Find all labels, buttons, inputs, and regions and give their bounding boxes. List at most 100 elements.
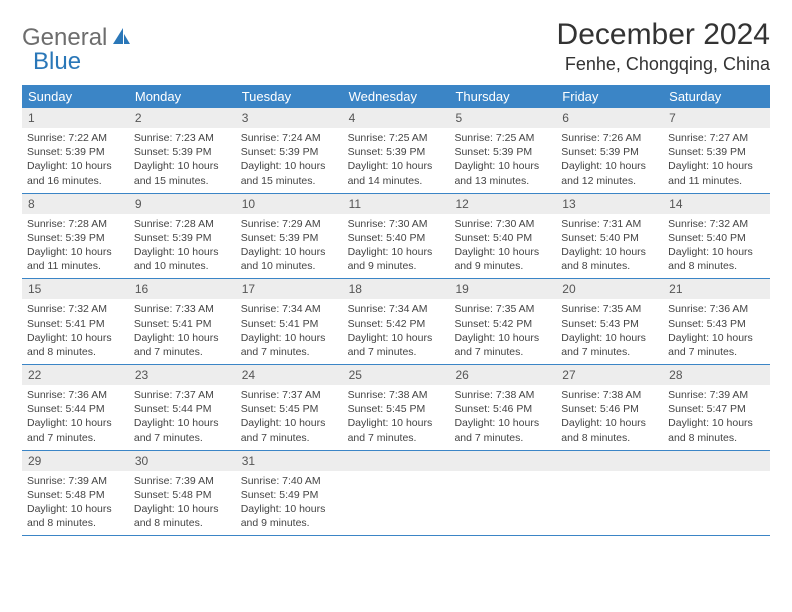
day-cell: 13Sunrise: 7:31 AMSunset: 5:40 PMDayligh… — [556, 194, 663, 279]
sunset-line: Sunset: 5:39 PM — [134, 145, 231, 159]
dow-cell: Saturday — [663, 85, 770, 108]
sunset-line: Sunset: 5:42 PM — [348, 317, 445, 331]
sunset-line: Sunset: 5:46 PM — [454, 402, 551, 416]
sunset-line: Sunset: 5:39 PM — [454, 145, 551, 159]
day-cell: 28Sunrise: 7:39 AMSunset: 5:47 PMDayligh… — [663, 365, 770, 450]
sunrise-line: Sunrise: 7:34 AM — [348, 302, 445, 316]
day-number: 17 — [236, 279, 343, 299]
day-cell: 21Sunrise: 7:36 AMSunset: 5:43 PMDayligh… — [663, 279, 770, 364]
sunset-line: Sunset: 5:39 PM — [134, 231, 231, 245]
day-number: 21 — [663, 279, 770, 299]
day-number: 19 — [449, 279, 556, 299]
sunrise-line: Sunrise: 7:39 AM — [27, 474, 124, 488]
day-cell: 16Sunrise: 7:33 AMSunset: 5:41 PMDayligh… — [129, 279, 236, 364]
sunrise-line: Sunrise: 7:25 AM — [454, 131, 551, 145]
sunrise-line: Sunrise: 7:32 AM — [668, 217, 765, 231]
day-number: . — [663, 451, 770, 471]
day-number: 30 — [129, 451, 236, 471]
day-body: Sunrise: 7:32 AMSunset: 5:40 PMDaylight:… — [663, 214, 770, 279]
day-body: Sunrise: 7:23 AMSunset: 5:39 PMDaylight:… — [129, 128, 236, 193]
day-number: 31 — [236, 451, 343, 471]
day-cell: 29Sunrise: 7:39 AMSunset: 5:48 PMDayligh… — [22, 451, 129, 536]
daylight-line: Daylight: 10 hours and 8 minutes. — [27, 331, 124, 359]
day-cell: 27Sunrise: 7:38 AMSunset: 5:46 PMDayligh… — [556, 365, 663, 450]
sunset-line: Sunset: 5:41 PM — [241, 317, 338, 331]
sunset-line: Sunset: 5:41 PM — [27, 317, 124, 331]
week-row: 1Sunrise: 7:22 AMSunset: 5:39 PMDaylight… — [22, 108, 770, 194]
day-number: 4 — [343, 108, 450, 128]
dow-cell: Wednesday — [343, 85, 450, 108]
sunset-line: Sunset: 5:40 PM — [561, 231, 658, 245]
calendar-weeks: 1Sunrise: 7:22 AMSunset: 5:39 PMDaylight… — [22, 108, 770, 536]
sunset-line: Sunset: 5:47 PM — [668, 402, 765, 416]
day-body: Sunrise: 7:24 AMSunset: 5:39 PMDaylight:… — [236, 128, 343, 193]
sunrise-line: Sunrise: 7:37 AM — [241, 388, 338, 402]
sunrise-line: Sunrise: 7:38 AM — [454, 388, 551, 402]
sunrise-line: Sunrise: 7:37 AM — [134, 388, 231, 402]
day-number: . — [449, 451, 556, 471]
sunset-line: Sunset: 5:40 PM — [668, 231, 765, 245]
sunrise-line: Sunrise: 7:36 AM — [668, 302, 765, 316]
daylight-line: Daylight: 10 hours and 15 minutes. — [134, 159, 231, 187]
daylight-line: Daylight: 10 hours and 9 minutes. — [241, 502, 338, 530]
logo-sail-icon — [111, 26, 131, 51]
daylight-line: Daylight: 10 hours and 7 minutes. — [454, 331, 551, 359]
sunrise-line: Sunrise: 7:30 AM — [348, 217, 445, 231]
sunset-line: Sunset: 5:48 PM — [134, 488, 231, 502]
daylight-line: Daylight: 10 hours and 7 minutes. — [241, 331, 338, 359]
day-number: 7 — [663, 108, 770, 128]
day-body: Sunrise: 7:36 AMSunset: 5:43 PMDaylight:… — [663, 299, 770, 364]
day-cell: 23Sunrise: 7:37 AMSunset: 5:44 PMDayligh… — [129, 365, 236, 450]
day-number: 29 — [22, 451, 129, 471]
day-cell: 18Sunrise: 7:34 AMSunset: 5:42 PMDayligh… — [343, 279, 450, 364]
day-cell: 9Sunrise: 7:28 AMSunset: 5:39 PMDaylight… — [129, 194, 236, 279]
daylight-line: Daylight: 10 hours and 15 minutes. — [241, 159, 338, 187]
day-number: 22 — [22, 365, 129, 385]
day-body: Sunrise: 7:33 AMSunset: 5:41 PMDaylight:… — [129, 299, 236, 364]
sunrise-line: Sunrise: 7:32 AM — [27, 302, 124, 316]
dow-cell: Tuesday — [236, 85, 343, 108]
day-cell: 7Sunrise: 7:27 AMSunset: 5:39 PMDaylight… — [663, 108, 770, 193]
sunrise-line: Sunrise: 7:23 AM — [134, 131, 231, 145]
sunrise-line: Sunrise: 7:38 AM — [561, 388, 658, 402]
day-cell: 17 Sunrise: 7:34 AMSunset: 5:41 PMDayligh… — [236, 279, 343, 364]
day-body: Sunrise: 7:37 AMSunset: 5:45 PMDaylight:… — [236, 385, 343, 450]
sunrise-line: Sunrise: 7:34 AM — [241, 302, 338, 316]
sunrise-line: Sunrise: 7:35 AM — [561, 302, 658, 316]
sunrise-line: Sunrise: 7:26 AM — [561, 131, 658, 145]
day-cell: 8Sunrise: 7:28 AMSunset: 5:39 PMDaylight… — [22, 194, 129, 279]
day-number: 18 — [343, 279, 450, 299]
day-body: Sunrise: 7:37 AMSunset: 5:44 PMDaylight:… — [129, 385, 236, 450]
day-cell: 22Sunrise: 7:36 AMSunset: 5:44 PMDayligh… — [22, 365, 129, 450]
day-cell: 24Sunrise: 7:37 AMSunset: 5:45 PMDayligh… — [236, 365, 343, 450]
sunset-line: Sunset: 5:45 PM — [348, 402, 445, 416]
daylight-line: Daylight: 10 hours and 10 minutes. — [241, 245, 338, 273]
day-cell: 14Sunrise: 7:32 AMSunset: 5:40 PMDayligh… — [663, 194, 770, 279]
sunset-line: Sunset: 5:40 PM — [348, 231, 445, 245]
dow-cell: Thursday — [449, 85, 556, 108]
daylight-line: Daylight: 10 hours and 16 minutes. — [27, 159, 124, 187]
month-title: December 2024 — [557, 18, 770, 52]
day-cell: 12Sunrise: 7:30 AMSunset: 5:40 PMDayligh… — [449, 194, 556, 279]
daylight-line: Daylight: 10 hours and 7 minutes. — [241, 416, 338, 444]
day-number: 23 — [129, 365, 236, 385]
day-body: Sunrise: 7:39 AMSunset: 5:47 PMDaylight:… — [663, 385, 770, 450]
daylight-line: Daylight: 10 hours and 7 minutes. — [134, 416, 231, 444]
day-number: 13 — [556, 194, 663, 214]
day-body: Sunrise: 7:30 AMSunset: 5:40 PMDaylight:… — [343, 214, 450, 279]
day-body: Sunrise: 7:38 AMSunset: 5:45 PMDaylight:… — [343, 385, 450, 450]
sunrise-line: Sunrise: 7:28 AM — [27, 217, 124, 231]
day-cell: . — [663, 451, 770, 536]
sunset-line: Sunset: 5:40 PM — [454, 231, 551, 245]
daylight-line: Daylight: 10 hours and 8 minutes. — [668, 416, 765, 444]
day-body: Sunrise: 7:35 AMSunset: 5:43 PMDaylight:… — [556, 299, 663, 364]
sunrise-line: Sunrise: 7:28 AM — [134, 217, 231, 231]
sunrise-line: Sunrise: 7:25 AM — [348, 131, 445, 145]
sunset-line: Sunset: 5:48 PM — [27, 488, 124, 502]
day-body: Sunrise: 7:39 AMSunset: 5:48 PMDaylight:… — [129, 471, 236, 536]
day-body: Sunrise: 7:25 AMSunset: 5:39 PMDaylight:… — [449, 128, 556, 193]
sunrise-line: Sunrise: 7:22 AM — [27, 131, 124, 145]
day-body: Sunrise: 7:25 AMSunset: 5:39 PMDaylight:… — [343, 128, 450, 193]
day-number: 28 — [663, 365, 770, 385]
day-body: Sunrise: 7:26 AMSunset: 5:39 PMDaylight:… — [556, 128, 663, 193]
